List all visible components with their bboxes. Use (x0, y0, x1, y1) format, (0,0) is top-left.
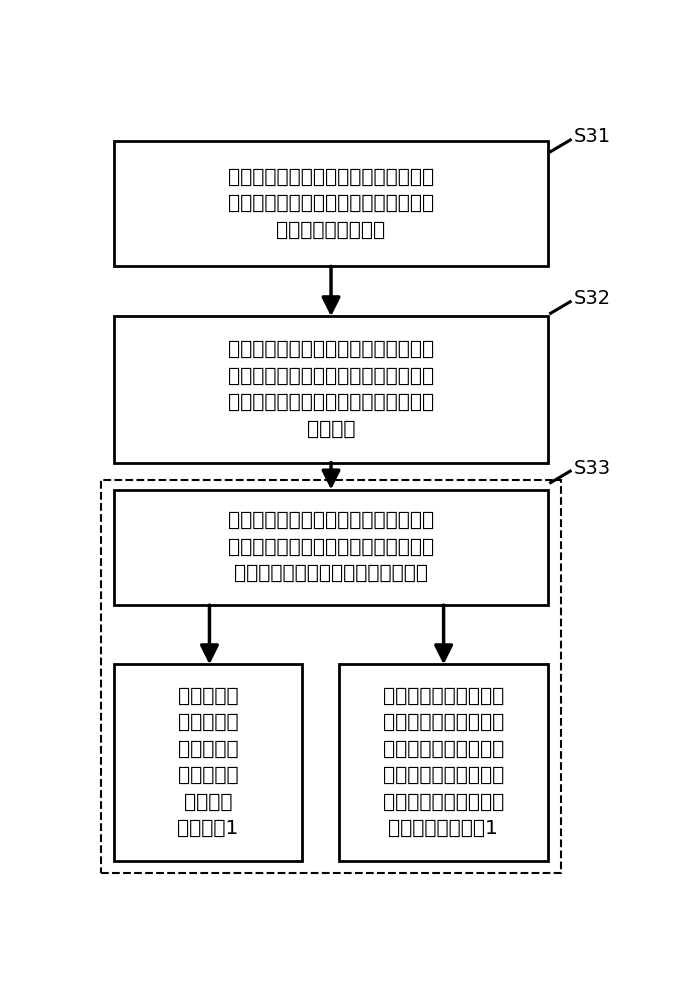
Bar (115, 490, 548, 605)
Text: S32: S32 (574, 289, 611, 308)
Text: S33: S33 (574, 459, 611, 478)
Text: S31: S31 (574, 127, 611, 146)
Text: 单片机分别向第一激活源、第二激活源
发出用于分别开启第一激活源和第二激
活源的激活控制信息: 单片机分别向第一激活源、第二激活源 发出用于分别开启第一激活源和第二激 活源的激… (228, 168, 434, 240)
Text: 若相同，则
单片机的计
数模块将现
场车辆的进
入、离开
次数各加1: 若相同，则 单片机的计 数模块将现 场车辆的进 入、离开 次数各加1 (177, 687, 239, 838)
Bar (101, 480, 561, 873)
Bar (115, 316, 548, 463)
Bar (339, 664, 548, 861)
Text: 单片机接收第一摄像装置发送的现场车
辆图片信息并进行编码，单片机向第一
读写器发出第一读写器识别的现场车辆
信息编码: 单片机接收第一摄像装置发送的现场车 辆图片信息并进行编码，单片机向第一 读写器发… (228, 340, 434, 439)
Text: 若不相同，单片机分别
存储第二读写器和第三
读写器发出的现场车辆
信息编码，单片机的计
数模块将现场车辆的进
入、离开次数各加1: 若不相同，单片机分别 存储第二读写器和第三 读写器发出的现场车辆 信息编码，单片… (383, 687, 504, 838)
Bar (115, 141, 548, 266)
Text: 单片机接收第二读写器发出的现场车辆
信息编码和第三读写器发出的现场车辆
信息编码分别与预存车辆信息做比较: 单片机接收第二读写器发出的现场车辆 信息编码和第三读写器发出的现场车辆 信息编码… (228, 511, 434, 583)
Bar (115, 664, 302, 861)
